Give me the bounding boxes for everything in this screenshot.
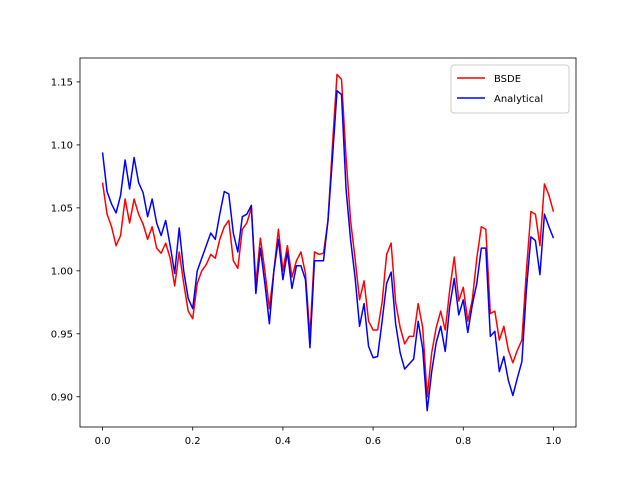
- plot-frame: [79, 57, 577, 428]
- legend-box: [450, 64, 570, 114]
- x-tick-label: 0.2: [185, 436, 201, 447]
- series-line: [101, 73, 555, 398]
- y-tick-label: 1.10: [51, 140, 73, 151]
- y-tick-label: 1.15: [51, 77, 73, 88]
- y-tick-label: 0.95: [51, 329, 73, 340]
- x-tick-label: 1.0: [546, 436, 562, 447]
- legend-label: BSDE: [494, 74, 521, 85]
- x-tick-label: 0.6: [365, 436, 381, 447]
- y-tick-label: 1.00: [51, 266, 73, 277]
- x-tick-label: 0.4: [275, 436, 291, 447]
- legend: BSDE Analytical: [450, 64, 570, 114]
- x-tick-label: 0.0: [95, 436, 111, 447]
- x-tick-label: 0.8: [455, 436, 471, 447]
- y-tick-label: 1.05: [51, 203, 73, 214]
- y-tick-label: 0.90: [51, 392, 73, 403]
- series-line: [101, 89, 555, 412]
- legend-label: Analytical: [494, 94, 543, 105]
